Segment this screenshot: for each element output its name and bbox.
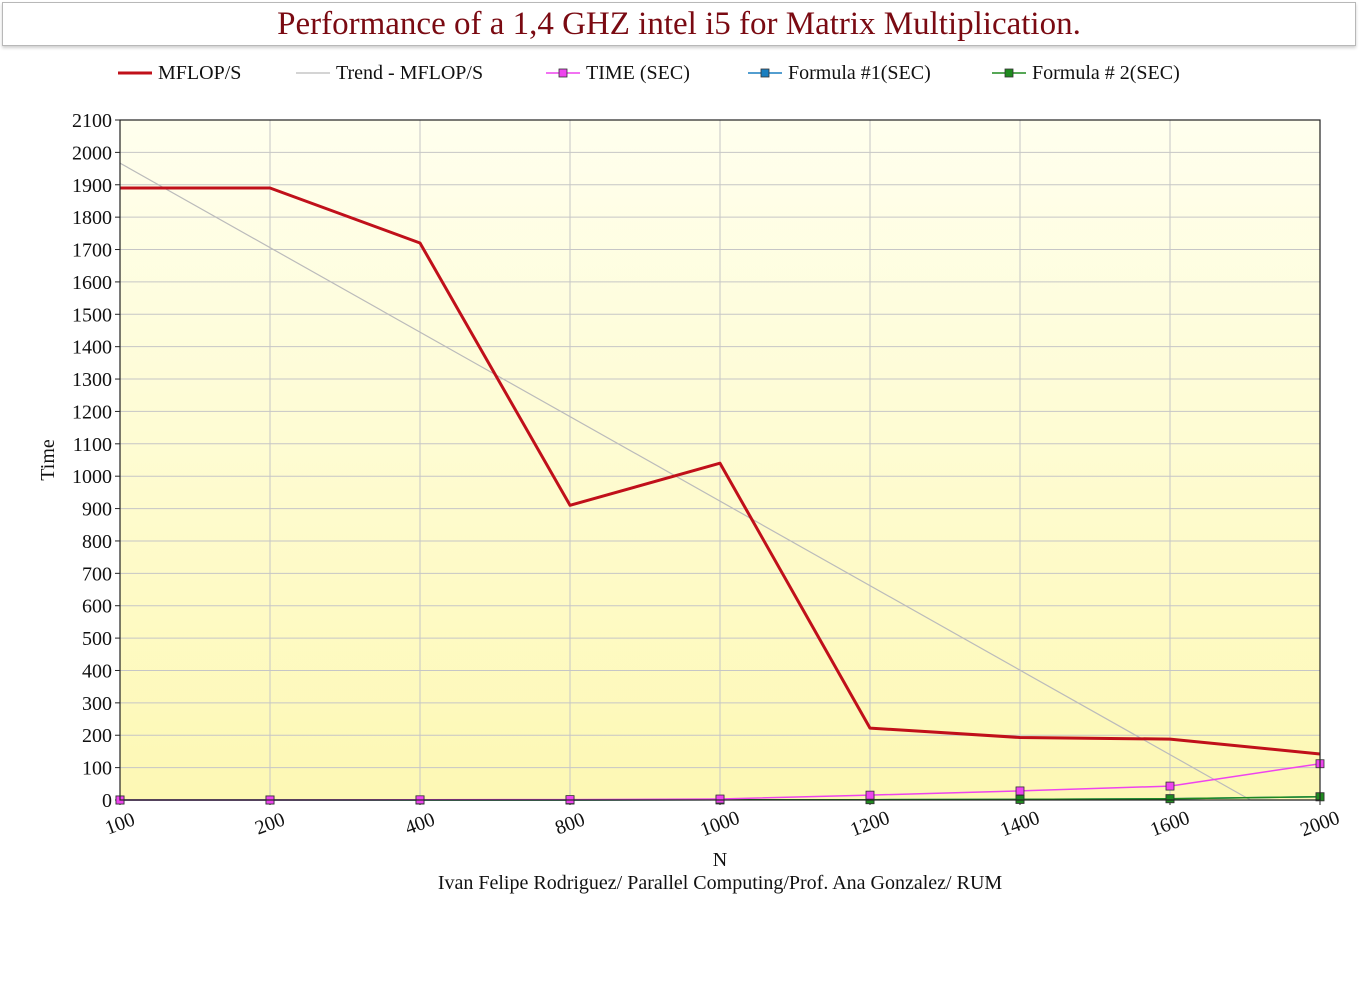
y-tick-label: 1900	[72, 175, 112, 197]
series-mflop-s	[120, 186, 1321, 756]
x-tick-label: 100	[102, 809, 138, 840]
legend-swatch	[748, 60, 782, 86]
legend-item: Trend - MFLOP/S	[296, 60, 483, 86]
y-tick-label: 500	[82, 628, 112, 650]
legend-swatch	[296, 60, 330, 86]
y-tick-label: 100	[82, 758, 112, 780]
legend-label: Formula #1(SEC)	[788, 61, 931, 84]
x-tick-label: 1400	[997, 807, 1042, 841]
x-axis-title: N	[713, 849, 727, 871]
y-tick-label: 2100	[72, 110, 112, 132]
legend-label: MFLOP/S	[158, 61, 242, 84]
legend-item: Formula #1(SEC)	[748, 60, 931, 86]
chart-title: Performance of a 1,4 GHZ intel i5 for Ma…	[277, 5, 1081, 42]
y-tick-label: 1700	[72, 240, 112, 262]
legend-swatch	[546, 60, 580, 86]
series-line	[120, 186, 1321, 756]
legend-item: MFLOP/S	[118, 60, 241, 86]
y-tick-label: 400	[82, 660, 112, 682]
x-tick-label: 200	[252, 809, 288, 840]
y-tick-label: 600	[82, 596, 112, 618]
legend-label: Trend - MFLOP/S	[336, 61, 484, 84]
y-tick-label: 0	[102, 790, 112, 812]
y-tick-label: 200	[82, 725, 112, 747]
plot-frame	[119, 119, 1321, 801]
legend-item: TIME (SEC)	[546, 60, 690, 86]
legend-swatch	[118, 60, 152, 86]
data-point	[715, 794, 725, 804]
legend-label: TIME (SEC)	[586, 61, 690, 84]
y-tick-label: 900	[82, 499, 112, 521]
legend-item: Formula # 2(SEC)	[992, 60, 1180, 86]
x-tick-label: 800	[552, 809, 588, 840]
y-tick-label: 1300	[72, 369, 112, 391]
y-tick-label: 1100	[73, 434, 112, 456]
chart-legend: MFLOP/S Trend - MFLOP/S TIME (SEC) Formula …	[0, 60, 1360, 86]
legend-swatch	[992, 60, 1026, 86]
legend-label: Formula # 2(SEC)	[1032, 61, 1180, 84]
chart-title-bar: Performance of a 1,4 GHZ intel i5 for Ma…	[2, 2, 1356, 46]
data-point	[1165, 781, 1175, 791]
data-point	[1015, 794, 1025, 804]
data-point	[865, 790, 875, 800]
y-tick-label: 1000	[72, 466, 112, 488]
x-tick-label: 2000	[1297, 807, 1342, 841]
y-tick-label: 1500	[72, 304, 112, 326]
x-tick-label: 400	[402, 809, 438, 840]
data-point	[1165, 794, 1175, 804]
x-tick-label: 1000	[697, 807, 742, 841]
y-tick-label: 1400	[72, 337, 112, 359]
y-axis-ticks: 0 100 200 300 400 500 600 700 800 900 1000 1100 1200…	[72, 110, 120, 812]
x-tick-label: 1200	[847, 807, 892, 841]
y-tick-label: 2000	[72, 142, 112, 164]
y-axis-title: Time	[37, 439, 59, 481]
y-tick-label: 1600	[72, 272, 112, 294]
y-tick-label: 1200	[72, 401, 112, 423]
y-tick-label: 1800	[72, 207, 112, 229]
y-tick-label: 700	[82, 563, 112, 585]
x-tick-label: 1600	[1147, 807, 1192, 841]
y-tick-label: 300	[82, 693, 112, 715]
x-axis-ticks: 100 200 400 800 1000 1200 1400 1600 2000	[102, 800, 1343, 841]
data-point	[1015, 786, 1025, 796]
chart-footer: Ivan Felipe Rodriguez/ Parallel Computin…	[437, 872, 1003, 894]
y-tick-label: 800	[82, 531, 112, 553]
